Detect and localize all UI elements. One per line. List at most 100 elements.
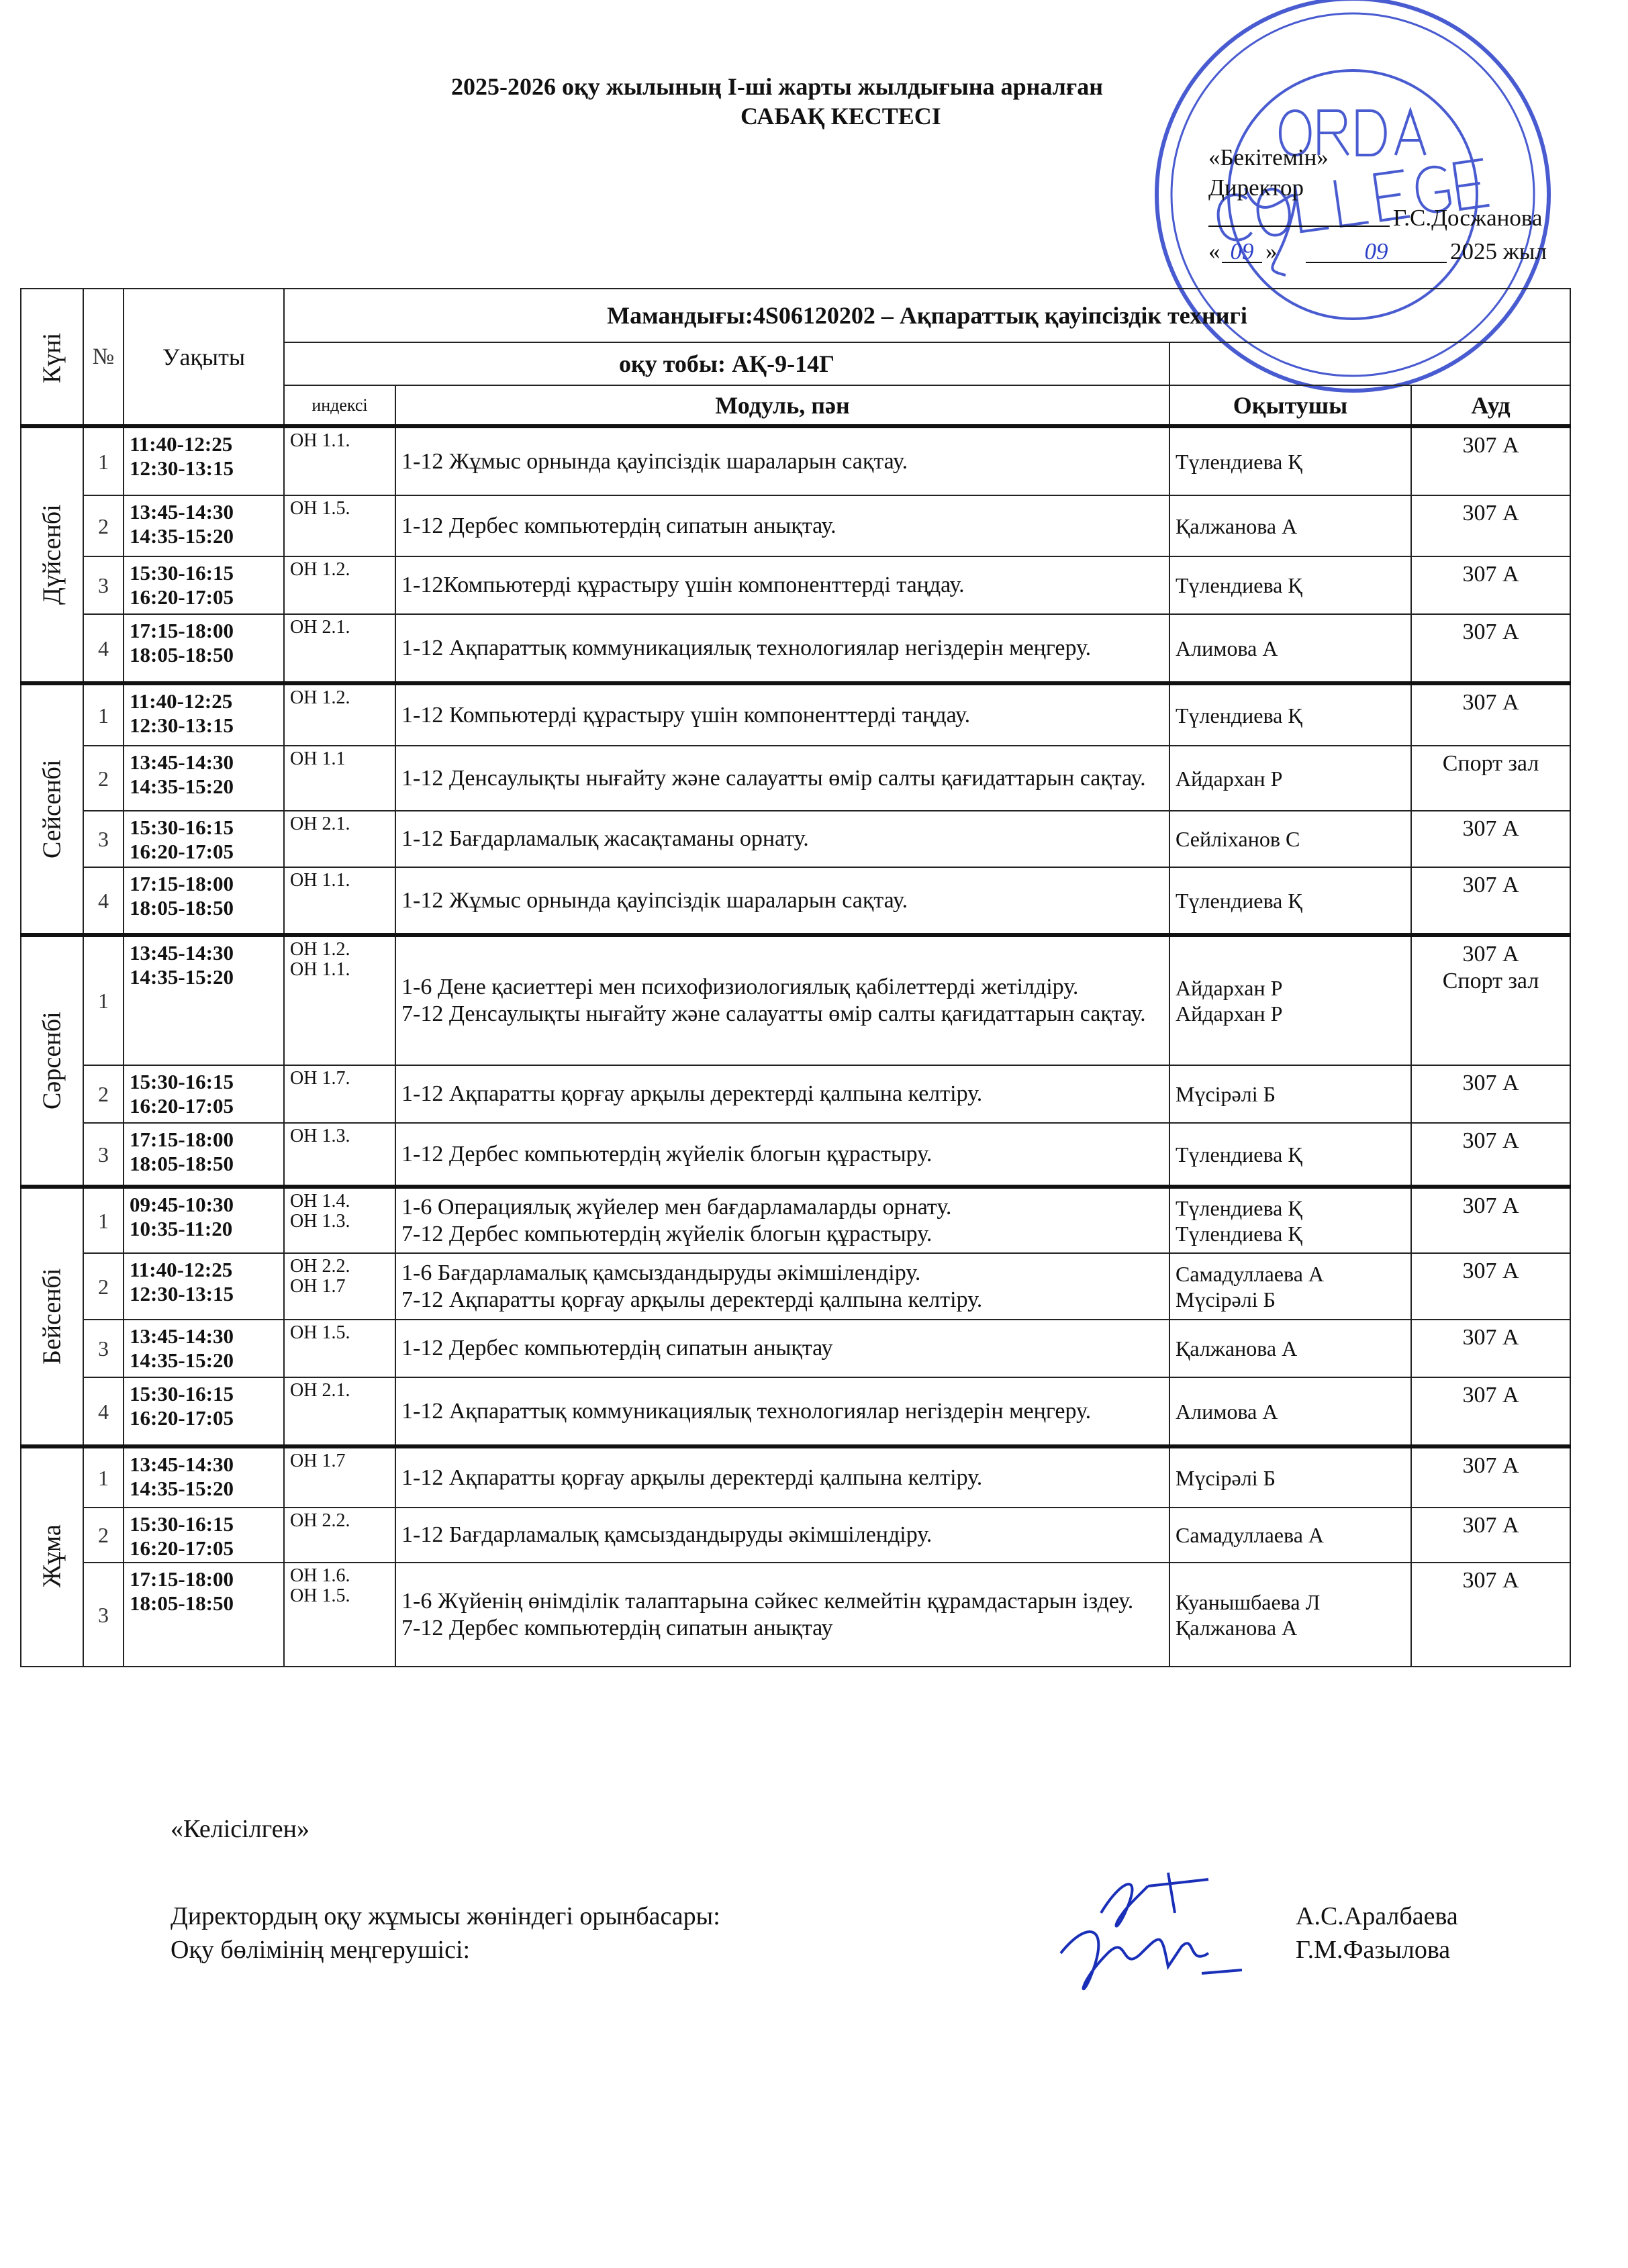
subject-line: 1-12 Ақпаратты қорғау арқылы деректерді … bbox=[401, 1081, 983, 1106]
lesson-number: 3 bbox=[83, 810, 124, 868]
lesson-subject: 1-12 Дербес компьютердің сипатын анықтау… bbox=[395, 495, 1170, 557]
lesson-number: 1 bbox=[83, 933, 124, 1066]
subject-line: 1-12 Жұмыс орнында қауіпсіздік шараларын… bbox=[401, 448, 908, 474]
stamp-letter bbox=[1415, 165, 1452, 213]
teacher-line: Түлендиева Қ bbox=[1176, 1142, 1302, 1167]
lesson-time: 17:15-18:00 18:05-18:50 bbox=[123, 1562, 285, 1667]
lesson-teacher: Түлендиева Қ bbox=[1169, 424, 1412, 496]
header-index: индексі bbox=[283, 385, 396, 427]
room-line: 307 А bbox=[1462, 1071, 1519, 1095]
room-line: 307 А bbox=[1462, 873, 1519, 897]
time-line: 10:35-11:20 bbox=[130, 1217, 233, 1240]
lesson-index: ОН 2.2. ОН 1.7 bbox=[283, 1252, 396, 1320]
index-line: ОН 1.5. bbox=[290, 1585, 350, 1606]
room-line: 307 А bbox=[1462, 501, 1519, 526]
room-line: 307 А bbox=[1462, 1193, 1519, 1218]
signatory-name-1: А.С.Аралбаева bbox=[1296, 1902, 1458, 1930]
subject-line: 1-12 Дербес компьютердің сипатын анықтау… bbox=[401, 513, 836, 538]
lesson-time: 13:45-14:30 14:35-15:20 bbox=[123, 933, 285, 1066]
lesson-row: Бейсенбі 1 09:45-10:30 10:35-11:20 ОН 1.4. ОН… bbox=[21, 1185, 1572, 1446]
lesson-index: ОН 2.1. bbox=[283, 613, 396, 684]
lesson-subject: 1-12 Ақпаратты қорғау арқылы деректерді … bbox=[395, 1444, 1170, 1508]
room-line: Спорт зал bbox=[1442, 969, 1539, 993]
lesson-row: Сәрсенбі 1 13:45-14:30 14:35-15:20 ОН 1.2. ОН… bbox=[21, 933, 1572, 1187]
lesson-teacher: Сейліханов С bbox=[1169, 810, 1412, 868]
index-line: ОН 1.3. bbox=[290, 1126, 350, 1146]
subject-line: 1-12 Жұмыс орнында қауіпсіздік шараларын… bbox=[401, 887, 908, 913]
header-time: Уақыты bbox=[123, 288, 285, 427]
group-header-empty bbox=[1168, 342, 1572, 386]
index-line: ОН 1.6. bbox=[290, 1565, 350, 1586]
lesson-row: 4 17:15-18:00 18:05-18:50 ОН 2.1. 1-12 Ақпар… bbox=[21, 613, 1572, 684]
lesson-row: Сейсенбі 1 11:40-12:25 12:30-13:15 ОН 1.2. 1-… bbox=[21, 681, 1572, 935]
approval-date-month: 09 bbox=[1306, 235, 1447, 264]
lesson-teacher: Мүсірәлі Б bbox=[1169, 1444, 1412, 1508]
time-line: 17:15-18:00 bbox=[130, 1128, 234, 1151]
lesson-time: 17:15-18:00 18:05-18:50 bbox=[123, 1122, 285, 1187]
teacher-line: Түлендиева Қ bbox=[1176, 703, 1302, 728]
stamp-letter bbox=[1278, 109, 1312, 157]
lesson-subject: 1-12 Ақпараттық коммуникациялық технолог… bbox=[395, 1377, 1170, 1447]
lesson-index: ОН 2.1. bbox=[283, 810, 396, 868]
time-line: 13:45-14:30 bbox=[130, 750, 234, 774]
room-line: 307 А bbox=[1462, 1568, 1519, 1593]
subject-line: 1-12 Бағдарламалық жасақтаманы орнату. bbox=[401, 826, 809, 851]
lesson-teacher: Алимова А bbox=[1169, 1377, 1412, 1447]
lesson-room: 307 А bbox=[1410, 1444, 1572, 1508]
lesson-room: 307 А Спорт зал bbox=[1410, 933, 1572, 1066]
room-line: 307 А bbox=[1462, 562, 1519, 587]
lesson-row: 2 15:30-16:15 16:20-17:05 ОН 1.7. 1-12 Ақпар… bbox=[21, 1065, 1572, 1124]
lesson-teacher: Қалжанова А bbox=[1169, 495, 1412, 557]
header-day: Күні bbox=[21, 289, 83, 426]
time-line: 17:15-18:00 bbox=[130, 619, 234, 642]
lesson-room: 307 А bbox=[1410, 613, 1572, 684]
index-line: ОН 1.1. bbox=[290, 959, 350, 980]
subject-line: 7-12 Денсаулықты нығайту және салауатты … bbox=[401, 1001, 1146, 1026]
signatory-name-2: Г.М.Фазылова bbox=[1296, 1936, 1451, 1964]
time-line: 14:35-15:20 bbox=[130, 775, 234, 798]
approval-position: Директор bbox=[1208, 175, 1304, 201]
time-line: 11:40-12:25 bbox=[130, 432, 233, 456]
teacher-line: Түлендиева Қ bbox=[1176, 888, 1302, 913]
teacher-line: Самадуллаева А bbox=[1176, 1523, 1324, 1547]
teacher-line: Түлендиева Қ bbox=[1176, 449, 1302, 474]
subject-line: 1-6 Бағдарламалық қамсыздандыруды әкімші… bbox=[401, 1260, 921, 1285]
lesson-room: Спорт зал bbox=[1410, 745, 1572, 811]
lesson-teacher: Түлендиева Қ bbox=[1169, 556, 1412, 615]
lesson-index: ОН 2.2. bbox=[283, 1507, 396, 1563]
group-header: оқу тобы: АҚ-9-14Г bbox=[283, 342, 1170, 386]
time-line: 12:30-13:15 bbox=[130, 1282, 234, 1305]
subject-line: 1-6 Операциялық жүйелер мен бағдарламала… bbox=[401, 1194, 952, 1220]
lesson-index: ОН 1.1 bbox=[283, 745, 396, 811]
room-line: 307 А bbox=[1462, 1383, 1519, 1408]
index-line: ОН 1.5. bbox=[290, 1322, 350, 1343]
time-line: 09:45-10:30 bbox=[130, 1193, 234, 1216]
lesson-index: ОН 1.7. bbox=[283, 1065, 396, 1124]
lesson-room: 307 А bbox=[1410, 810, 1572, 868]
teacher-line: Айдархан Р bbox=[1176, 1001, 1283, 1026]
lesson-subject: 1-12 Дербес компьютердің сипатын анықтау bbox=[395, 1319, 1170, 1378]
approval-date-open: « bbox=[1208, 238, 1220, 264]
index-line: ОН 1.3. bbox=[290, 1211, 350, 1232]
lesson-index: ОН 1.2. bbox=[283, 681, 396, 746]
subject-line: 1-12 Денсаулықты нығайту және салауатты … bbox=[401, 765, 1146, 791]
lesson-teacher: Самадуллаева А Мүсірәлі Б bbox=[1169, 1252, 1412, 1320]
subject-line: 1-12Компьютерді құрастыру үшін компонент… bbox=[401, 573, 965, 597]
document-subtitle: САБАҚ КЕСТЕСІ bbox=[740, 103, 941, 130]
lesson-index: ОН 1.2. ОН 1.1. bbox=[283, 933, 396, 1066]
index-line: ОН 1.4. bbox=[290, 1191, 350, 1212]
lesson-teacher: Алимова А bbox=[1169, 613, 1412, 684]
approval-label: «Бекітемін» bbox=[1208, 144, 1329, 170]
time-line: 16:20-17:05 bbox=[130, 1094, 234, 1118]
lesson-room: 307 А bbox=[1410, 1319, 1572, 1378]
lesson-time: 17:15-18:00 18:05-18:50 bbox=[123, 613, 285, 684]
signatory-position-2: Оқу бөлімінің меңгерушісі: bbox=[171, 1936, 471, 1964]
lesson-row: Жұма 1 13:45-14:30 14:35-15:20 ОН 1.7 1-12 Ақ… bbox=[21, 1444, 1572, 1667]
signatory-position-1: Директордың оқу жұмысы жөніндегі орынбас… bbox=[171, 1902, 720, 1930]
subject-line: 1-12 Дербес компьютердің жүйелік блогын … bbox=[401, 1141, 932, 1167]
approval-name: Г.С.Досжанова bbox=[1393, 205, 1543, 231]
stamp-letter bbox=[1452, 158, 1490, 211]
time-line: 11:40-12:25 bbox=[130, 1258, 233, 1281]
lesson-row: 2 11:40-12:25 12:30-13:15 ОН 2.2. ОН 1.7 1-6 … bbox=[21, 1252, 1572, 1320]
subject-line: 1-6 Жүйенің өнімділік талаптарына сәйкес… bbox=[401, 1588, 1134, 1614]
